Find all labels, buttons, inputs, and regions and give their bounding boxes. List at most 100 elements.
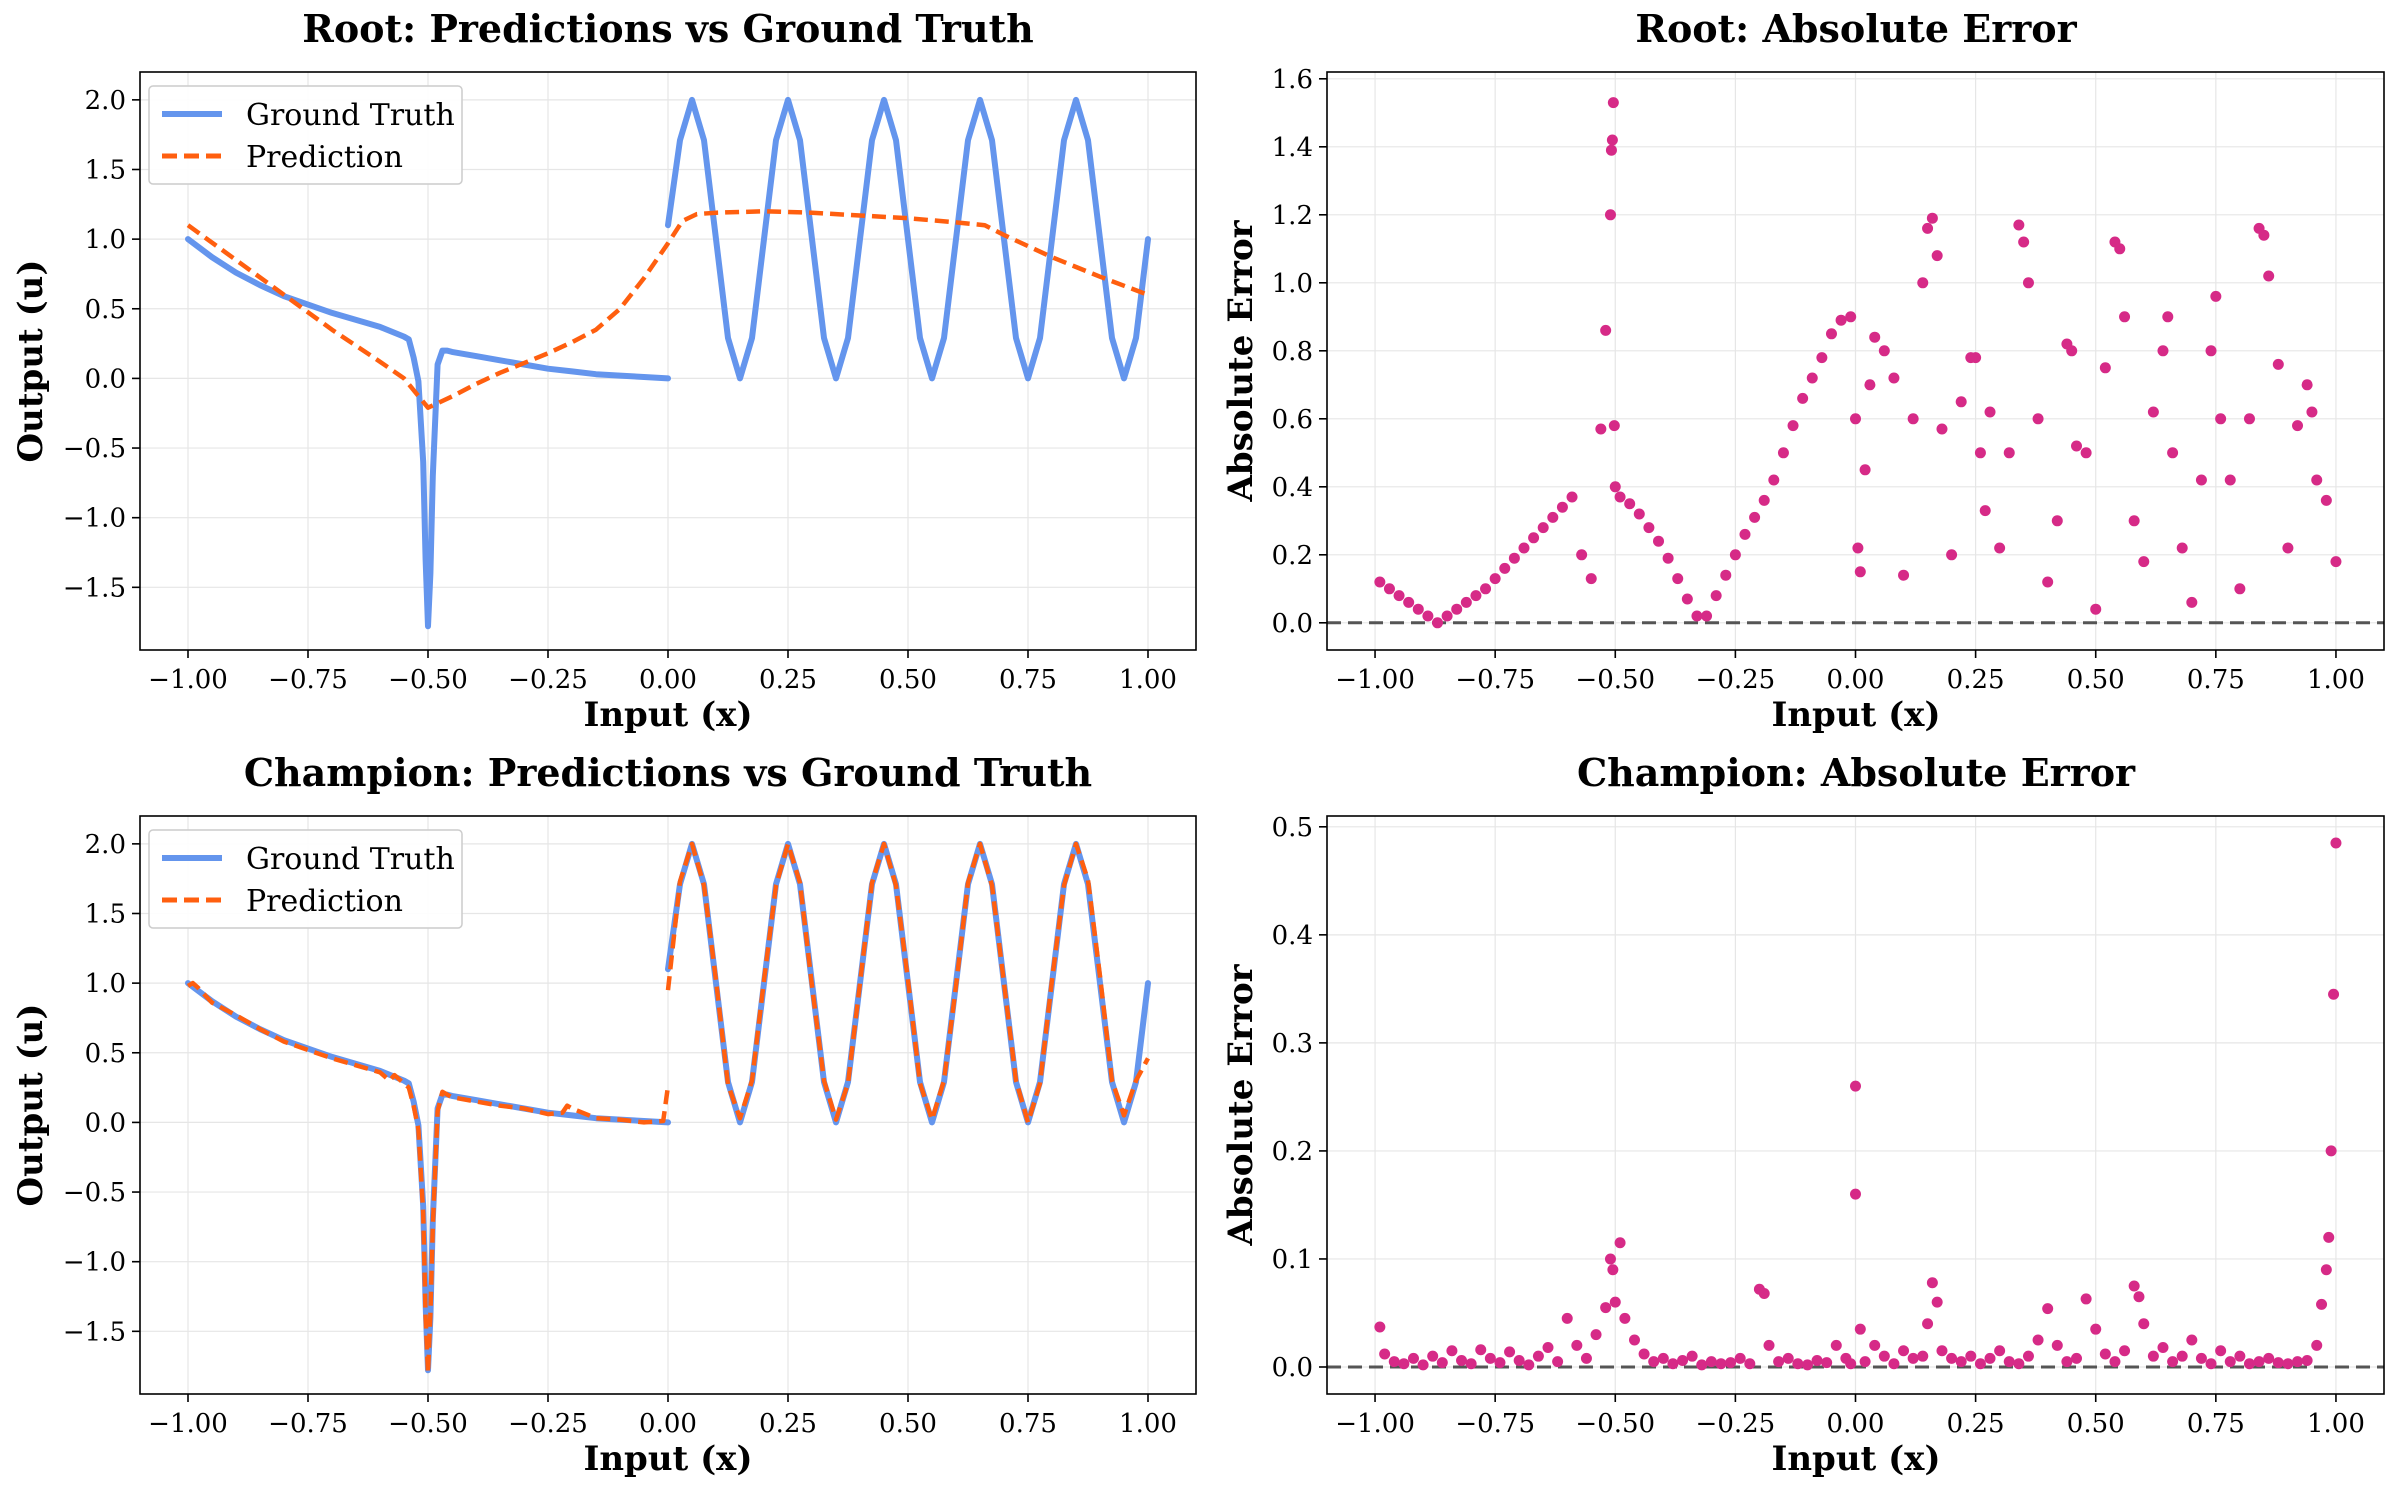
series-line-ground-truth — [185, 96, 1151, 630]
x-axis-label: Input (x) — [583, 1439, 752, 1479]
error-point — [2186, 596, 2198, 608]
error-point — [1379, 1348, 1391, 1360]
y-tick-label: 1.0 — [85, 225, 126, 255]
error-point — [1797, 392, 1809, 404]
error-point — [1672, 573, 1684, 585]
panel-title: Champion: Absolute Error — [1577, 750, 2136, 795]
plot-area — [185, 96, 1151, 630]
panel-root-predictions: −1.00 −0.75 −0.50 −0.25 0.00 0.25 0.50 0.75 1.00… — [11, 6, 1197, 735]
error-point — [1528, 532, 1540, 544]
error-point — [1907, 413, 1919, 425]
error-point — [1638, 1348, 1650, 1360]
error-point — [2128, 515, 2140, 527]
x-axis-label: Input (x) — [1771, 1439, 1940, 1479]
error-point — [1768, 474, 1780, 486]
error-point — [1407, 1352, 1419, 1364]
x-tick-label: 0.00 — [639, 665, 697, 695]
error-point — [2330, 556, 2342, 568]
error-point — [1691, 610, 1703, 622]
y-tick-label: 0.0 — [85, 1108, 126, 1138]
error-point — [2071, 1352, 2083, 1364]
y-tick-label: 1.5 — [85, 155, 126, 185]
error-point — [2080, 447, 2092, 459]
x-tick-label: 0.25 — [1947, 665, 2005, 695]
error-point — [2258, 229, 2270, 241]
x-tick-label: 0.25 — [1947, 1409, 2005, 1439]
error-point — [1859, 464, 1871, 476]
y-tick-label: 0.5 — [1272, 813, 1313, 843]
error-point — [1710, 590, 1722, 602]
error-point — [1427, 1350, 1439, 1362]
y-tick-label: −1.5 — [63, 573, 126, 603]
error-point — [2325, 1145, 2337, 1157]
error-point — [1854, 1323, 1866, 1335]
y-tick-label: 0.0 — [85, 364, 126, 394]
error-point — [2301, 1355, 2313, 1367]
error-point — [1542, 1342, 1554, 1354]
error-point — [1614, 491, 1626, 503]
error-point — [1608, 420, 1620, 432]
error-point — [1734, 1352, 1746, 1364]
error-point — [1470, 590, 1482, 602]
x-tick-label: −0.75 — [268, 1409, 348, 1439]
x-tick-label: 0.75 — [999, 1409, 1057, 1439]
error-point — [1605, 144, 1617, 156]
error-point — [1518, 542, 1530, 554]
y-tick-label: 0.0 — [1272, 1353, 1313, 1383]
error-point — [2320, 494, 2332, 506]
error-point — [1922, 222, 1934, 234]
error-point — [1441, 610, 1453, 622]
error-point — [1845, 1358, 1857, 1370]
error-point — [1643, 522, 1655, 534]
error-point — [2090, 1323, 2102, 1335]
error-point — [1864, 379, 1876, 391]
error-point — [1532, 1350, 1544, 1362]
error-point — [1739, 528, 1751, 540]
error-point — [2022, 277, 2034, 289]
error-point — [1705, 1356, 1717, 1368]
y-tick-label: −1.5 — [63, 1317, 126, 1347]
error-point — [2320, 1264, 2332, 1276]
error-point — [1725, 1357, 1737, 1369]
error-point — [2301, 379, 2313, 391]
y-axis-label: Output (u) — [11, 260, 51, 463]
error-point — [2205, 345, 2217, 357]
x-tick-label: 0.00 — [639, 1409, 697, 1439]
error-point — [1898, 1345, 1910, 1357]
y-tick-label: 1.4 — [1272, 133, 1313, 163]
panel-root-absolute-error: −1.00 −0.75 −0.50 −0.25 0.00 0.25 0.50 0.75 1.00… — [1221, 6, 2385, 735]
error-point — [1648, 1356, 1660, 1368]
legend-label-ground-truth: Ground Truth — [246, 98, 455, 133]
error-point — [1537, 522, 1549, 534]
error-point — [1830, 1339, 1842, 1351]
error-point — [1701, 610, 1713, 622]
error-point — [1388, 1356, 1400, 1368]
x-tick-label: 0.75 — [999, 665, 1057, 695]
error-point — [2176, 542, 2188, 554]
error-point — [2022, 1350, 2034, 1362]
panel-title: Champion: Predictions vs Ground Truth — [244, 750, 1092, 795]
error-point — [1917, 1350, 1929, 1362]
error-point — [2119, 311, 2131, 323]
error-point — [1845, 311, 1857, 323]
x-tick-label: −0.50 — [388, 665, 468, 695]
legend-label-prediction: Prediction — [246, 140, 403, 175]
error-point — [1852, 542, 1864, 554]
error-point — [1946, 1352, 1958, 1364]
error-point — [1869, 1339, 1881, 1351]
error-point — [2090, 603, 2102, 615]
error-point — [2003, 447, 2015, 459]
error-point — [1547, 511, 1559, 523]
y-tick-label: 0.4 — [1272, 921, 1313, 951]
error-point — [1850, 1080, 1861, 1092]
error-point — [2292, 1356, 2304, 1368]
error-point — [1850, 1188, 1861, 1200]
axes: −1.00 −0.75 −0.50 −0.25 0.00 0.25 0.50 0.75 1.00… — [1272, 813, 2385, 1439]
error-point — [1763, 1339, 1775, 1351]
error-point — [1917, 277, 1929, 289]
error-point — [2195, 1352, 2207, 1364]
error-point — [1744, 1358, 1756, 1370]
error-point — [2253, 1356, 2265, 1368]
x-tick-label: −0.75 — [1455, 1409, 1535, 1439]
panel-title: Root: Absolute Error — [1635, 6, 2077, 51]
